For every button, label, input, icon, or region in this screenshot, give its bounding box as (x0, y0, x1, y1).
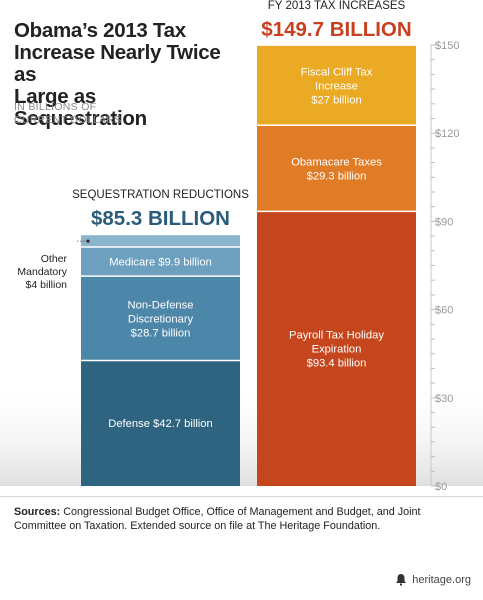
y-tick-label: $150 (435, 40, 459, 52)
y-tick-label: $90 (435, 216, 453, 228)
segment-label: Non-Defense (128, 299, 194, 311)
bar-segment (257, 125, 416, 212)
title-line-3: Large as Sequestration (14, 85, 147, 130)
segment-label: Medicare $9.9 billion (109, 257, 212, 269)
bar-total-label: $149.7 BILLION (261, 18, 411, 41)
segment-label: Defense $42.7 billion (108, 418, 213, 430)
segment-label: $28.7 billion (131, 327, 191, 339)
chart-title: Obama’s 2013 Tax Increase Nearly Twice a… (14, 20, 234, 130)
segment-label: $93.4 billion (307, 358, 367, 370)
divider (0, 496, 483, 497)
title-line-1: Obama’s 2013 Tax (14, 19, 186, 42)
bar-segment (257, 45, 416, 126)
bar-segment (81, 276, 240, 361)
bar-segment (257, 211, 416, 487)
segment-label: Increase (315, 81, 358, 93)
segment-label: Mandatory (17, 266, 67, 278)
segment-label: $27 billion (311, 95, 361, 107)
bar-segment (81, 246, 240, 277)
bar-header: FY 2013 TAX INCREASES (268, 0, 406, 12)
segment-label: Fiscal Cliff Tax (301, 67, 373, 79)
title-line-2: Increase Nearly Twice as (14, 41, 221, 86)
footer-site[interactable]: heritage.org (412, 573, 471, 586)
segment-label: Payroll Tax Holiday (289, 330, 384, 342)
sources-text: Congressional Budget Office, Office of M… (14, 506, 421, 532)
bar-total-label: $85.3 BILLION (91, 207, 230, 230)
segment-label: Expiration (312, 344, 362, 356)
y-tick-label: $60 (435, 305, 453, 317)
marker-dot (86, 239, 90, 243)
segment-label: $29.3 billion (307, 170, 367, 182)
bell-icon (396, 574, 407, 586)
units-line-2: CURRENT DOLLARS (14, 114, 122, 126)
segment-label: Obamacare Taxes (291, 156, 382, 168)
units-note: IN BILLIONS OF CURRENT DOLLARS (14, 101, 154, 127)
bar-segment (81, 235, 240, 247)
footer: heritage.org (395, 573, 471, 586)
segment-label: Discretionary (128, 313, 194, 325)
sources-label: Sources: (14, 506, 61, 518)
bar-header: SEQUESTRATION REDUCTIONS (72, 189, 249, 201)
segment-label: Other (41, 253, 68, 265)
y-tick-label: $30 (435, 393, 453, 405)
segment-label: $4 billion (26, 279, 68, 291)
sources-note: Sources: Congressional Budget Office, Of… (14, 505, 469, 533)
bar-segment (81, 360, 240, 486)
y-tick-label: $120 (435, 128, 459, 140)
y-tick-label: $0 (435, 481, 447, 493)
stacked-bar-chart: $0 $30 $60 $90 $120 $150 Defense $42.7 billio… (0, 0, 483, 493)
units-line-1: IN BILLIONS OF (14, 101, 97, 113)
